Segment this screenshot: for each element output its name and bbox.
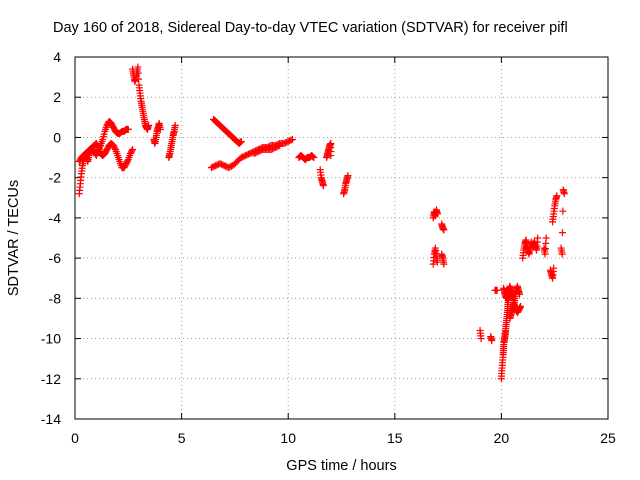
data-point [440, 226, 448, 234]
data-point [287, 136, 295, 144]
x-axis-label: GPS time / hours [286, 458, 397, 474]
y-tick-label: -14 [41, 411, 61, 427]
data-point [288, 135, 296, 143]
data-point [559, 229, 567, 237]
data-point [134, 69, 142, 77]
y-tick-label: -4 [49, 210, 62, 226]
plot-frame [74, 56, 609, 420]
data-point [124, 125, 132, 133]
x-tick-label: 5 [178, 430, 186, 446]
data-point [534, 234, 542, 242]
y-axis-label: SDTVAR / TECUs [6, 179, 22, 297]
data-point [516, 290, 524, 298]
x-tick-label: 20 [494, 430, 510, 446]
y-tick-label: -12 [41, 371, 61, 387]
data-point [308, 152, 316, 160]
data-point [111, 144, 119, 152]
x-tick-label: 15 [387, 430, 403, 446]
data-point [433, 210, 441, 218]
data-points [75, 63, 568, 383]
data-point [171, 121, 179, 129]
data-point [558, 250, 566, 258]
y-tick-label: -10 [41, 331, 61, 347]
data-point [542, 234, 550, 242]
y-tick-label: 4 [53, 49, 61, 65]
data-point [517, 302, 525, 310]
data-point [310, 154, 318, 162]
data-point [344, 172, 352, 180]
data-point [550, 264, 558, 272]
x-tick-label: 0 [71, 430, 79, 446]
data-point [493, 286, 501, 294]
x-tick-label: 10 [280, 430, 296, 446]
data-point [559, 207, 567, 215]
data-point [309, 153, 317, 161]
y-tick-label: 0 [53, 129, 61, 145]
data-point [124, 157, 132, 165]
data-point [237, 137, 245, 145]
data-point [236, 139, 244, 147]
data-point [129, 146, 137, 154]
data-point [128, 147, 136, 155]
data-point [477, 335, 485, 343]
data-point [156, 125, 164, 133]
data-point [488, 337, 496, 345]
data-point [440, 260, 448, 268]
y-tick-label: 2 [53, 89, 61, 105]
data-point [274, 142, 282, 150]
x-tick-label: 25 [600, 430, 616, 446]
y-tick-labels: 4 2 0 -2 -4 -6 -8 -10 -12 -14 [41, 49, 61, 427]
grid-lines [75, 57, 608, 419]
data-point [319, 182, 327, 190]
data-point [135, 75, 143, 83]
data-point [433, 258, 441, 266]
data-point [145, 121, 153, 129]
data-point [327, 152, 335, 160]
data-point [560, 190, 568, 198]
y-tick-label: -2 [49, 170, 62, 186]
data-point [94, 142, 102, 150]
data-point [237, 138, 245, 146]
y-tick-label: -6 [49, 250, 62, 266]
data-point [553, 192, 561, 200]
x-tick-labels: 0 5 10 15 20 25 [71, 430, 616, 446]
data-point [276, 141, 284, 149]
chart-title: Day 160 of 2018, Sidereal Day-to-day VTE… [53, 20, 568, 36]
axis-ticks [74, 56, 609, 420]
y-tick-label: -8 [49, 290, 62, 306]
data-point [134, 63, 142, 71]
